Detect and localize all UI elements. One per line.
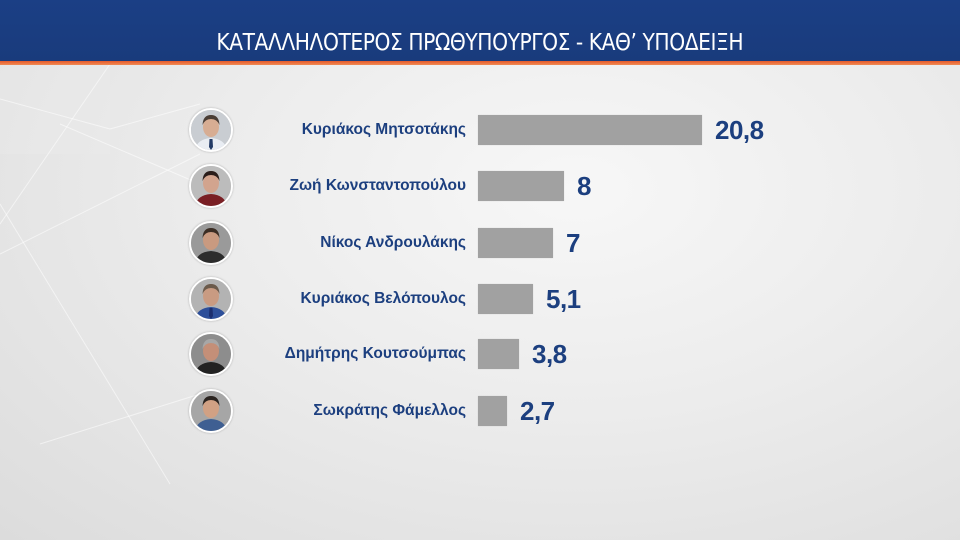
person-photo-icon bbox=[191, 166, 231, 206]
bar-value-label: 20,8 bbox=[715, 115, 764, 145]
header-bar: ΚΑΤΑΛΛΗΛΟΤΕΡΟΣ ΠΡΩΘΥΠΟΥΡΓΟΣ - ΚΑΘ’ ΥΠΟΔΕ… bbox=[0, 0, 960, 61]
avatar bbox=[189, 108, 233, 152]
bar bbox=[478, 396, 507, 426]
avatar bbox=[189, 277, 233, 321]
avatar bbox=[189, 332, 233, 376]
bar bbox=[478, 228, 553, 258]
bar-value-label: 5,1 bbox=[546, 284, 581, 314]
person-photo-icon bbox=[191, 391, 231, 431]
chart-row: Κυριάκος Μητσοτάκης 20,8 bbox=[0, 102, 960, 158]
person-photo-icon bbox=[191, 110, 231, 150]
bar-value-label: 3,8 bbox=[532, 339, 567, 369]
candidate-name: Κυριάκος Βελόπουλος bbox=[300, 290, 466, 307]
person-photo-icon bbox=[191, 223, 231, 263]
candidate-name: Δημήτρης Κουτσούμπας bbox=[284, 345, 466, 362]
chart-row: Νίκος Ανδρουλάκης 7 bbox=[0, 215, 960, 271]
avatar bbox=[189, 164, 233, 208]
bar bbox=[478, 115, 702, 145]
bar-value-label: 8 bbox=[577, 171, 591, 201]
person-photo-icon bbox=[191, 334, 231, 374]
chart-row: Σωκράτης Φάμελλος 2,7 bbox=[0, 383, 960, 439]
chart-row: Κυριάκος Βελόπουλος 5,1 bbox=[0, 271, 960, 327]
avatar bbox=[189, 389, 233, 433]
bar-value-label: 2,7 bbox=[520, 396, 555, 426]
bar-value-label: 7 bbox=[566, 228, 580, 258]
candidate-name: Κυριάκος Μητσοτάκης bbox=[301, 121, 466, 138]
bar bbox=[478, 284, 533, 314]
candidate-name: Ζωή Κωνσταντοπούλου bbox=[289, 177, 467, 194]
bar bbox=[478, 339, 519, 369]
chart-row: Ζωή Κωνσταντοπούλου 8 bbox=[0, 158, 960, 214]
chart-row: Δημήτρης Κουτσούμπας 3,8 bbox=[0, 326, 960, 382]
avatar bbox=[189, 221, 233, 265]
candidate-name: Σωκράτης Φάμελλος bbox=[313, 402, 466, 419]
candidate-name: Νίκος Ανδρουλάκης bbox=[320, 234, 466, 251]
person-photo-icon bbox=[191, 279, 231, 319]
bar bbox=[478, 171, 564, 201]
header-accent-stripe bbox=[0, 61, 960, 65]
chart-title: ΚΑΤΑΛΛΗΛΟΤΕΡΟΣ ΠΡΩΘΥΠΟΥΡΓΟΣ - ΚΑΘ’ ΥΠΟΔΕ… bbox=[216, 30, 744, 56]
